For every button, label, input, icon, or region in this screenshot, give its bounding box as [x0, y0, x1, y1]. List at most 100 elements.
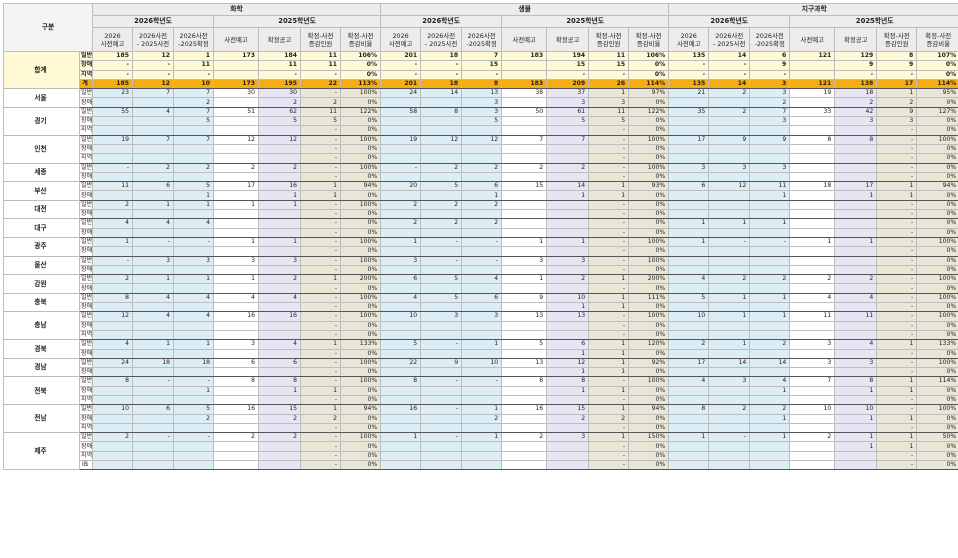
value-cell: -	[420, 432, 463, 443]
value-cell: 22	[300, 78, 342, 90]
value-cell: 26	[588, 78, 630, 90]
value-cell: 0%	[916, 171, 958, 183]
row-type-label: 지역	[78, 422, 94, 434]
value-cell: 100%	[628, 255, 670, 266]
value-cell	[501, 348, 548, 359]
value-cell: 8	[92, 292, 134, 304]
value-cell	[173, 264, 215, 276]
value-cell: 114%	[916, 376, 958, 387]
value-cell	[834, 162, 878, 173]
value-cell: -	[708, 236, 751, 248]
value-cell: 1	[834, 236, 878, 248]
value-cell: 0%	[340, 60, 382, 71]
value-cell	[173, 348, 215, 359]
value-cell	[501, 125, 548, 136]
value-cell: 5	[173, 404, 215, 415]
value-cell	[789, 125, 836, 136]
value-cell	[132, 209, 175, 220]
value-cell	[789, 283, 836, 294]
value-cell	[834, 367, 878, 378]
value-cell: -	[300, 357, 342, 369]
value-cell: -	[876, 357, 918, 369]
value-cell	[420, 367, 463, 378]
table-row: 전북 일반 8- -8 8-100% 8- -8 8-100% 4 3 4 7 8 1 114%	[3, 376, 958, 406]
value-cell	[420, 385, 463, 397]
value-cell: 0%	[340, 450, 382, 462]
value-cell	[668, 264, 710, 276]
value-cell: -	[461, 236, 503, 248]
value-cell: 2	[258, 432, 302, 443]
value-cell	[501, 190, 548, 201]
value-cell: -	[173, 69, 215, 80]
value-cell	[789, 348, 836, 359]
value-cell	[668, 283, 710, 294]
value-cell: 30	[213, 88, 260, 99]
value-cell	[501, 227, 548, 238]
table-row: 장애 -0% -0% -0%	[4, 246, 958, 257]
value-cell: 2	[876, 97, 918, 108]
value-cell: 1	[749, 190, 791, 201]
value-cell	[708, 153, 751, 164]
value-cell: 1	[588, 348, 630, 359]
value-cell: 1	[546, 236, 590, 248]
value-cell: 6	[258, 357, 302, 369]
value-cell	[708, 301, 751, 313]
value-cell: 0%	[916, 348, 958, 359]
value-cell: 2	[92, 274, 134, 285]
table-row: 장애 -0% -0% -0%	[4, 209, 958, 220]
value-cell: -	[876, 125, 918, 136]
value-cell: 100%	[340, 255, 382, 266]
value-cell: 1	[876, 190, 918, 201]
value-cell: 0%	[628, 246, 670, 257]
value-cell: 183	[501, 50, 548, 62]
value-cell	[708, 394, 751, 406]
value-cell: -	[876, 394, 918, 406]
value-cell	[92, 264, 134, 276]
value-cell	[92, 153, 134, 164]
table-row: 지역 -0% -0% -0%	[4, 329, 958, 341]
value-cell: 7	[789, 376, 836, 387]
value-cell: 201	[380, 78, 422, 90]
value-cell: 16	[213, 311, 260, 322]
value-cell: -	[876, 209, 918, 220]
value-cell: 1	[834, 413, 878, 424]
value-cell	[213, 97, 260, 108]
value-cell	[668, 450, 710, 462]
value-cell: 1	[834, 441, 878, 452]
value-cell: -	[588, 246, 630, 257]
value-cell: -	[300, 125, 342, 136]
value-cell	[420, 116, 463, 127]
value-cell: 3	[173, 255, 215, 266]
table-row: 장애 2 2 2 0% 3 3 3 0% 2 2 2 0%	[4, 97, 958, 108]
value-cell: 0%	[916, 190, 958, 201]
value-cell: 100%	[916, 404, 958, 415]
value-cell	[834, 460, 878, 471]
value-cell: 18	[173, 357, 215, 369]
value-cell: -	[300, 394, 342, 406]
table-row: 지역 -0% -0% -0%	[4, 394, 958, 406]
value-cell: 100%	[628, 236, 670, 248]
value-cell: -	[173, 376, 215, 387]
row-type-label: 장애	[78, 441, 94, 452]
value-cell: 1	[834, 190, 878, 201]
value-cell	[501, 69, 548, 80]
value-cell	[420, 143, 463, 155]
value-cell: -	[876, 292, 918, 304]
value-cell	[834, 329, 878, 341]
value-cell	[420, 190, 463, 201]
value-cell: -	[876, 227, 918, 238]
value-cell: 5	[300, 116, 342, 127]
value-cell: 0%	[628, 209, 670, 220]
value-cell: 1	[300, 339, 342, 350]
value-cell: 0%	[628, 329, 670, 341]
value-cell	[708, 190, 751, 201]
value-cell	[708, 116, 751, 127]
value-cell: 0%	[340, 125, 382, 136]
value-cell	[546, 209, 590, 220]
value-cell	[92, 125, 134, 136]
value-cell	[834, 199, 878, 211]
value-cell: 0%	[628, 199, 670, 211]
value-cell: 2	[501, 162, 548, 173]
row-type-label: 장애	[78, 60, 94, 71]
region-name: 합계	[3, 50, 80, 90]
